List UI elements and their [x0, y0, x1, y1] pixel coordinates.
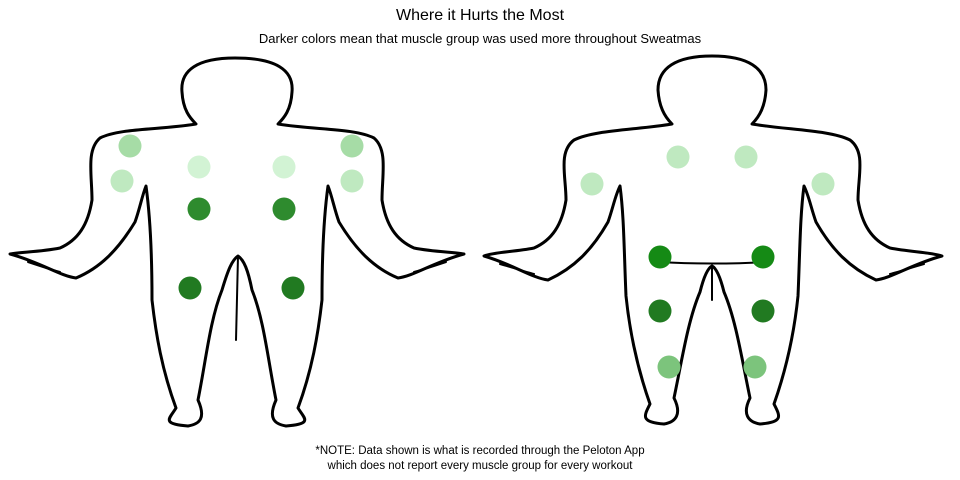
muscle-markers — [110, 134, 835, 379]
footnote-line-1: *NOTE: Data shown is what is recorded th… — [315, 445, 645, 457]
front-body-outline — [8, 56, 466, 428]
back-tricep-right-marker — [811, 172, 835, 196]
chart-title: Where it Hurts the Most — [395, 7, 565, 24]
back-back-left-marker — [666, 145, 690, 169]
back-tricep-left-marker — [580, 172, 604, 196]
footnote-line-2: which does not report every muscle group… — [327, 460, 633, 472]
footnote: *NOTE: Data shown is what is recorded th… — [0, 444, 960, 474]
back-glutes-right-marker — [751, 245, 775, 269]
back-calves-right-marker — [743, 355, 767, 379]
back-calves-left-marker — [657, 355, 681, 379]
front-chest-left-marker — [187, 155, 211, 179]
front-quads-left-marker — [178, 276, 202, 300]
front-bicep-left-marker — [110, 169, 134, 193]
front-core-left-marker — [187, 197, 211, 221]
chart-subtitle: Darker colors mean that muscle group was… — [258, 31, 702, 46]
back-glutes-left-marker — [648, 245, 672, 269]
back-hamstrings-left-marker — [648, 299, 672, 323]
back-hamstrings-right-marker — [751, 299, 775, 323]
front-shoulder-right-marker — [340, 134, 364, 158]
back-body-outline — [482, 54, 944, 426]
front-quads-right-marker — [281, 276, 305, 300]
front-chest-right-marker — [272, 155, 296, 179]
front-core-right-marker — [272, 197, 296, 221]
front-bicep-right-marker — [340, 169, 364, 193]
front-shoulder-left-marker — [118, 134, 142, 158]
back-back-right-marker — [734, 145, 758, 169]
